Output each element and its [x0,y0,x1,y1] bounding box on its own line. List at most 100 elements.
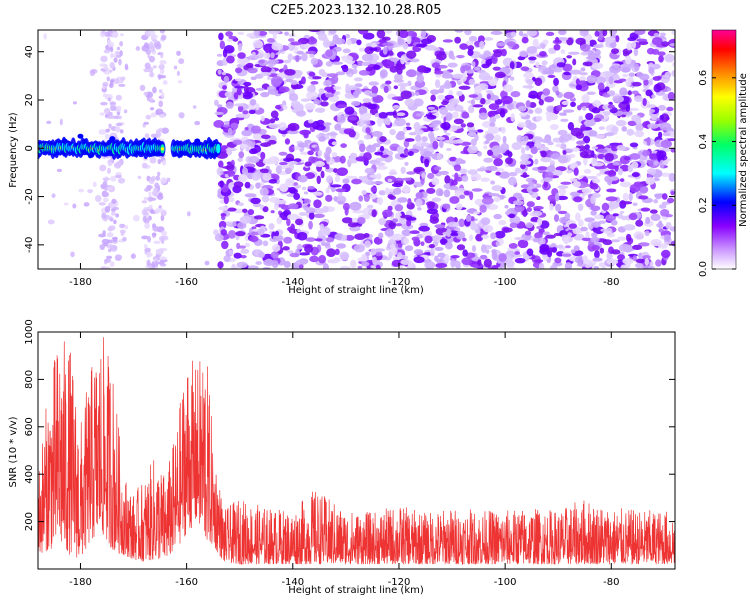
heatmap-cell [108,112,113,116]
heatmap-cell [448,185,459,191]
heatmap-cell [141,235,149,240]
heatmap-cell [94,195,102,202]
heatmap-cell [144,243,148,249]
heatmap-cell [616,236,627,241]
heatmap-cell [154,42,162,50]
heatmap-cell [664,214,673,218]
heatmap-cell [508,243,518,249]
heatmap-cell [379,69,388,79]
heatmap-cell [491,251,498,260]
heatmap-cell [216,104,223,108]
heatmap-cell [622,257,634,265]
heatmap-cell [309,255,319,263]
heatmap-cell [426,208,439,215]
heatmap-cell [141,208,147,216]
heatmap-cell [549,124,559,130]
heatmap-cell [310,80,319,85]
heatmap-cell [581,94,590,103]
heatmap-cell [333,257,341,263]
heatmap-cell [259,168,269,173]
heatmap-cell [649,153,659,161]
heatmap-cell [313,208,325,215]
heatmap-cell [537,65,547,71]
heatmap-cell [658,228,664,233]
heatmap-cell [651,36,663,46]
heatmap-cell [649,261,654,266]
heatmap-cell [319,223,325,231]
heatmap-cell [308,30,321,33]
heatmap-cell [513,200,524,206]
heatmap-cell [268,30,281,35]
heatmap-cell [545,234,556,239]
heatmap-cell [514,251,521,255]
heatmap-cell [495,240,500,247]
heatmap-cell [318,68,326,76]
heatmap-cell [571,147,580,152]
heatmap-cell [611,249,621,255]
heatmap-cell [365,66,373,72]
heatmap-cell [470,173,482,181]
heatmap-cell [627,90,632,96]
heatmap-cell [70,251,75,258]
heatmap-cell [51,193,56,198]
heatmap-cell [101,30,106,35]
heatmap-cells [38,30,675,269]
heatmap-cell [159,59,167,65]
heatmap-cell [609,142,622,146]
heatmap-cell [439,139,444,149]
heatmap-cell [573,167,579,176]
heatmap-cell [426,114,437,120]
heatmap-cell [155,248,163,255]
heatmap-cell [415,134,422,143]
heatmap-cell [344,207,349,216]
heatmap-cell [143,196,148,201]
heatmap-cell [602,30,608,37]
heatmap-cell [442,203,451,210]
heatmap-cell [670,147,675,153]
heatmap-cell [141,200,148,204]
heatmap-cell [569,191,581,197]
heatmap-cell [589,182,599,190]
heatmap-cell [152,86,157,94]
heatmap-cell [667,56,673,61]
heatmap-cell [542,39,549,45]
heatmap-cell [520,146,526,154]
heatmap-cell [160,177,167,184]
heatmap-cell [657,51,666,56]
heatmap-cell [454,172,459,181]
heatmap-cell [413,256,425,264]
heatmap-cell [413,122,421,131]
heatmap-cell [459,43,469,50]
heatmap-cell [560,134,573,142]
heatmap-cell [415,191,424,199]
snr-y-tick-label: 1000 [24,319,35,344]
heatmap-cell [253,215,265,220]
heatmap-cell [493,50,503,58]
heatmap-cell [320,101,329,107]
heatmap-cell [325,236,335,243]
heatmap-cell [508,172,518,177]
heatmap-cell [377,118,383,128]
heatmap-cell [286,217,291,227]
heatmap-cell [491,185,503,192]
heatmap-cell [214,233,224,242]
heatmap-cell [244,234,250,242]
heatmap-cell [344,33,351,39]
heatmap-cell [590,195,596,204]
heatmap-cell [494,71,506,79]
heatmap-cell [304,161,312,167]
heatmap-cell [430,247,435,257]
heatmap-cell [621,126,628,132]
heatmap-cell [570,101,576,108]
heatmap-cell [384,187,390,196]
heatmap-cell [460,123,467,128]
heatmap-cell [160,34,167,41]
heatmap-cell [416,74,425,83]
heatmap-cell [220,145,228,153]
heatmap-cell [455,264,462,269]
heatmap-cell [223,75,230,84]
heatmap-cell [262,172,272,181]
heatmap-cell [449,156,457,162]
heatmap-cell [478,54,488,60]
